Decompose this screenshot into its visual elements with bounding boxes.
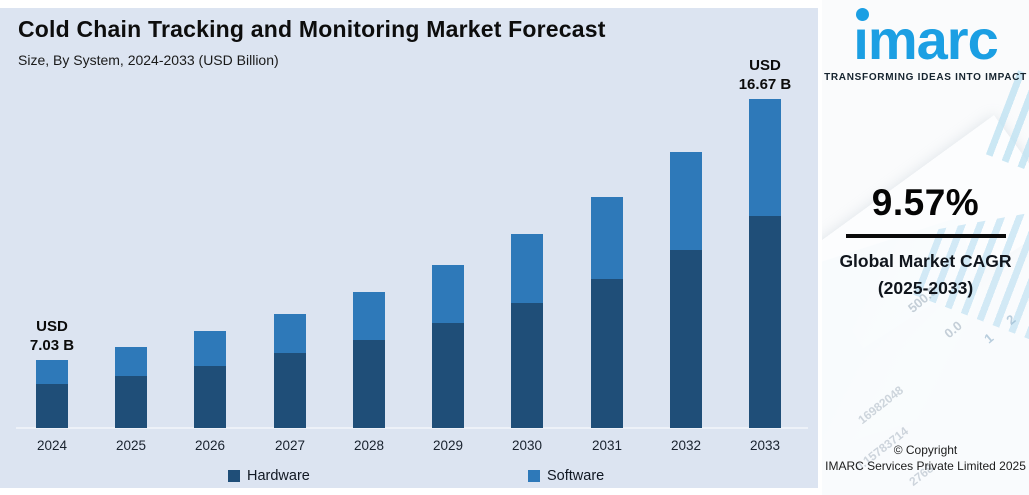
- copyright-line2: IMARC Services Private Limited 2025: [825, 459, 1026, 473]
- bar-2031: [591, 197, 623, 428]
- watermark-number: 0.0: [941, 317, 965, 342]
- chart-title: Cold Chain Tracking and Monitoring Marke…: [18, 16, 606, 42]
- bar-segment-software-2024: [36, 360, 68, 384]
- bar-2033: [749, 99, 781, 428]
- bar-2024: [36, 360, 68, 428]
- cagr-block: 9.57% Global Market CAGR (2025-2033): [822, 182, 1029, 302]
- cagr-divider: [845, 234, 1006, 238]
- bar-2029: [432, 265, 464, 428]
- decorative-bar-chart-icon: [985, 70, 1029, 176]
- x-label-2029: 2029: [432, 438, 464, 453]
- side-panel: 500.0 0.0 1 2 3 4 16982048 0.15783714 27…: [822, 0, 1029, 495]
- bar-2028: [353, 292, 385, 428]
- bar-segment-hardware-2029: [432, 323, 464, 428]
- bar-2025: [115, 347, 147, 428]
- legend-item-hardware: Hardware: [228, 468, 310, 484]
- x-label-2032: 2032: [670, 438, 702, 453]
- x-label-2026: 2026: [194, 438, 226, 453]
- bar-segment-hardware-2031: [591, 279, 623, 428]
- bar-2027: [274, 314, 306, 428]
- chart-section: Cold Chain Tracking and Monitoring Marke…: [0, 8, 818, 488]
- cagr-label-line2: (2025-2033): [877, 278, 974, 298]
- cagr-value: 9.57%: [871, 182, 980, 223]
- cagr-label-line1: Global Market CAGR: [839, 251, 1012, 271]
- x-label-2028: 2028: [353, 438, 385, 453]
- legend-swatch-software: [528, 470, 540, 482]
- bar-segment-hardware-2030: [511, 303, 543, 428]
- x-label-2027: 2027: [274, 438, 306, 453]
- bar-2026: [194, 331, 226, 428]
- x-axis-line: [16, 427, 808, 429]
- bar-segment-hardware-2025: [115, 376, 147, 428]
- legend-item-software: Software: [528, 468, 604, 484]
- legend-label-software: Software: [547, 468, 605, 484]
- legend-label-hardware: Hardware: [247, 468, 310, 484]
- copyright-line1: © Copyright: [893, 443, 958, 457]
- imarc-tagline: TRANSFORMING IDEAS INTO IMPACT: [824, 72, 1027, 83]
- bar-segment-hardware-2024: [36, 384, 68, 428]
- imarc-logo-text: ımarc: [853, 8, 998, 71]
- bar-segment-software-2031: [591, 197, 623, 279]
- bar-segment-software-2027: [274, 314, 306, 353]
- x-label-2025: 2025: [115, 438, 147, 453]
- copyright-notice: © Copyright IMARC Services Private Limit…: [822, 442, 1029, 474]
- bar-segment-hardware-2033: [749, 216, 781, 428]
- bar-segment-software-2030: [511, 234, 543, 303]
- imarc-logo-i-dot-icon: [856, 8, 870, 21]
- bar-segment-software-2026: [194, 331, 226, 366]
- x-label-2030: 2030: [511, 438, 543, 453]
- chart-subtitle: Size, By System, 2024-2033 (USD Billion): [18, 52, 279, 68]
- imarc-logo-wordmark: ımarc: [853, 8, 999, 71]
- bar-segment-hardware-2032: [670, 250, 702, 428]
- bar-segment-software-2025: [115, 347, 147, 376]
- value-label-2024: USD 7.03 B: [29, 318, 75, 354]
- watermark-number: 16982048: [855, 383, 907, 427]
- bar-2030: [511, 234, 543, 428]
- bar-segment-hardware-2028: [353, 340, 385, 428]
- legend-swatch-hardware: [228, 470, 240, 482]
- bar-2032: [670, 152, 702, 428]
- x-label-2031: 2031: [591, 438, 623, 453]
- imarc-logo: ımarc TRANSFORMING IDEAS INTO IMPACT: [822, 8, 1029, 83]
- bar-segment-software-2029: [432, 265, 464, 323]
- x-label-2033: 2033: [749, 438, 781, 453]
- bar-segment-hardware-2026: [194, 366, 226, 428]
- bar-segment-software-2033: [749, 99, 781, 216]
- bar-segment-hardware-2027: [274, 353, 306, 428]
- x-label-2024: 2024: [36, 438, 68, 453]
- bar-segment-software-2032: [670, 152, 702, 250]
- chart-legend: Hardware Software: [0, 468, 818, 488]
- bar-segment-software-2028: [353, 292, 385, 340]
- value-label-2033: USD 16.67 B: [738, 57, 792, 93]
